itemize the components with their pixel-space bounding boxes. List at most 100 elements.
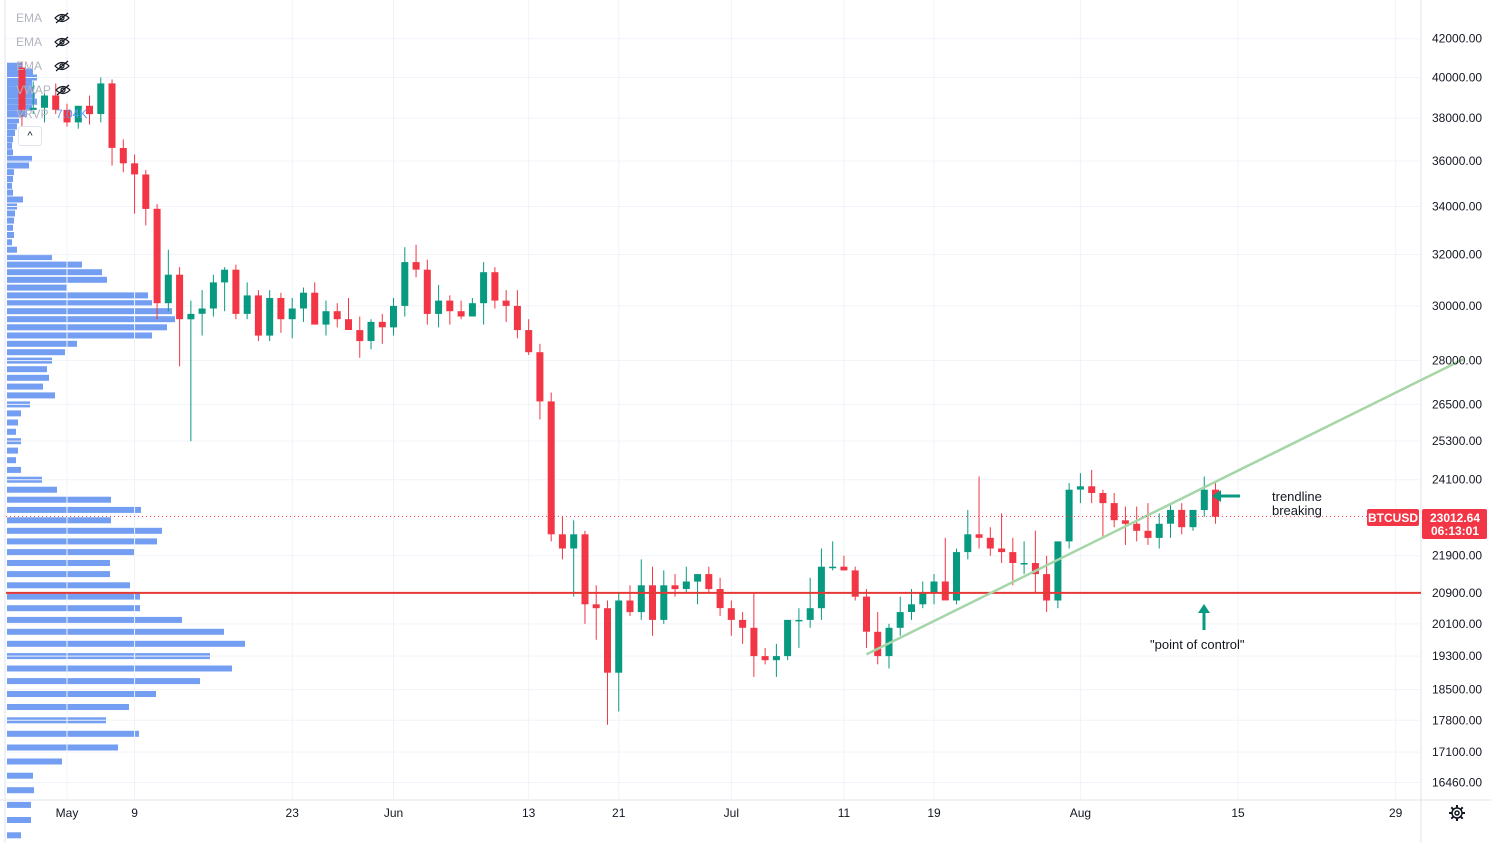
candle-up (829, 541, 837, 571)
candle-up (908, 589, 915, 620)
candle-up (468, 297, 476, 317)
candle-body (74, 105, 82, 123)
legend-row-ema-1[interactable]: EMA (8, 6, 87, 30)
candle-up (1189, 509, 1197, 531)
trendline (865, 358, 1464, 656)
annotations: trendline breaking "point of control" (1150, 489, 1322, 652)
volume-profile-bar (7, 142, 12, 149)
candle-body (164, 274, 172, 304)
candle-body (333, 311, 341, 320)
candle-down (446, 295, 454, 325)
candle-body (232, 269, 240, 314)
time-tick-label: Jul (724, 806, 739, 820)
candle-body (97, 83, 105, 114)
eye-off-icon[interactable] (54, 12, 70, 24)
price-tick-label: 17800.00 (1432, 713, 1482, 727)
candle-down (52, 83, 60, 115)
candle-down (345, 297, 352, 331)
candle-body (930, 581, 938, 593)
price-tick-label: 17100.00 (1432, 745, 1482, 759)
candle-up (322, 300, 330, 336)
legend-row-vwap[interactable]: VWAP (8, 78, 87, 102)
price-tick-label: 25300.00 (1432, 434, 1482, 448)
candle-body (829, 566, 837, 569)
candle-down (513, 290, 521, 339)
candle-up (896, 596, 904, 636)
time-tick-label: 23 (286, 806, 300, 820)
eye-off-icon[interactable] (55, 84, 71, 96)
candle-body (142, 174, 150, 209)
poc-annotation: "point of control" (1150, 637, 1245, 652)
candle-body (457, 311, 465, 317)
candle-body (1065, 489, 1073, 542)
candle-body (1099, 493, 1107, 504)
candle-up (367, 319, 375, 350)
volume-profile-bar (7, 640, 245, 647)
volume-profile-bar (7, 111, 27, 117)
candle-body (604, 608, 611, 673)
candle-body (840, 566, 848, 571)
candle-up (964, 509, 972, 560)
candle-down (525, 319, 533, 355)
candles[interactable] (18, 61, 1220, 725)
candle-body (29, 107, 37, 110)
volume-profile-bar (7, 232, 14, 238)
candle-body (277, 298, 285, 320)
price-tick-label: 24100.00 (1432, 473, 1482, 487)
volume-profile-bar (7, 136, 13, 143)
candle-body (119, 148, 127, 164)
time-axis[interactable]: May 9 23 Jun 13 21 Jul 11 19 Aug 15 29 (56, 806, 1403, 820)
candle-body (1043, 574, 1051, 601)
candle-body (547, 401, 555, 535)
price-tick-label: 19300.00 (1432, 649, 1482, 663)
candle-body (41, 95, 48, 108)
candle-body (1031, 563, 1039, 575)
candle-down (176, 267, 184, 367)
candle-body (592, 604, 600, 609)
volume-profile-bar (7, 176, 13, 182)
bar-countdown: 06:13:01 (1431, 524, 1479, 538)
candle-body (221, 269, 229, 283)
price-axis[interactable]: 42000.00 40000.00 38000.00 36000.00 34000.00… (1432, 32, 1482, 790)
candle-body (480, 272, 488, 304)
candle-body (300, 292, 307, 309)
eye-off-icon[interactable] (54, 60, 70, 72)
volume-profile-bar (7, 340, 77, 347)
candle-body (795, 619, 803, 622)
legend-label: EMA (16, 59, 43, 73)
collapse-legend-button[interactable]: ^ (18, 126, 42, 146)
volume-profile-bar (7, 466, 21, 473)
last-price-tag (1422, 509, 1487, 539)
candle-down (975, 476, 983, 549)
time-tick-label: 21 (612, 806, 626, 820)
candle-down (457, 300, 465, 320)
legend-row-ema-3[interactable]: EMA (8, 54, 87, 78)
candle-down (1009, 537, 1017, 586)
eye-off-icon[interactable] (54, 36, 70, 48)
volume-profile-bar (7, 758, 62, 765)
volume-profile-bar (7, 691, 156, 697)
candle-up (694, 574, 702, 605)
gear-icon[interactable] (1448, 804, 1466, 822)
time-tick-label: 19 (927, 806, 941, 820)
volume-profile-bar (7, 496, 111, 503)
candle-down (63, 103, 71, 127)
price-tick-label: 38000.00 (1432, 111, 1482, 125)
candle-down (874, 612, 882, 665)
last-price-value: 23012.64 (1430, 511, 1480, 525)
candle-body (694, 574, 702, 582)
volume-profile-bar (7, 217, 14, 224)
legend-row-ema-2[interactable]: EMA (8, 30, 87, 54)
candle-body (18, 67, 26, 110)
legend-label: EMA (16, 35, 43, 49)
volume-profile-bar (7, 308, 172, 315)
time-tick-label: Aug (1070, 806, 1091, 820)
price-tags: BTCUSD 23012.64 06:13:01 (1367, 509, 1487, 539)
volume-profile-bar (7, 261, 82, 268)
indicator-legend: EMA EMA EMA VWAP VRVP 7.04K (8, 6, 87, 126)
legend-row-vrvp[interactable]: VRVP 7.04K (8, 102, 87, 126)
candle-body (491, 272, 499, 301)
candle-down (986, 527, 994, 556)
candle-body (896, 612, 904, 628)
